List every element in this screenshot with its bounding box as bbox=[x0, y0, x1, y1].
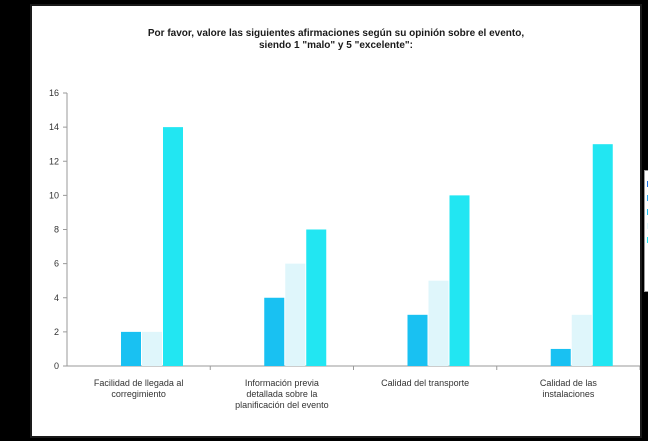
y-tick-label: 16 bbox=[49, 88, 59, 98]
chart-frame: Por favor, valore las siguientes afirmac… bbox=[30, 4, 648, 438]
bar bbox=[428, 280, 449, 366]
bar bbox=[407, 314, 428, 366]
y-tick-label: 14 bbox=[49, 122, 59, 132]
bar bbox=[550, 348, 571, 366]
y-tick-label: 8 bbox=[54, 225, 59, 235]
x-tick-label: Calidad de las bbox=[540, 378, 598, 388]
bar bbox=[142, 331, 162, 366]
bar bbox=[121, 331, 141, 366]
y-tick-label: 4 bbox=[54, 293, 59, 303]
y-tick-label: 12 bbox=[49, 156, 59, 166]
x-tick-label: planificación del evento bbox=[235, 400, 329, 410]
y-tick-label: 0 bbox=[54, 361, 59, 371]
y-tick-label: 6 bbox=[54, 259, 59, 269]
x-tick-label: instalaciones bbox=[542, 389, 595, 399]
chart-title-line-1: Por favor, valore las siguientes afirmac… bbox=[147, 28, 525, 39]
bar bbox=[571, 314, 592, 366]
y-tick-label: 2 bbox=[54, 327, 59, 337]
bar bbox=[163, 127, 183, 366]
x-tick-label: Calidad del transporte bbox=[381, 378, 469, 388]
y-tick-label: 10 bbox=[49, 190, 59, 200]
bar bbox=[592, 144, 613, 366]
x-tick-label: corregimiento bbox=[111, 389, 166, 399]
bar-chart: 0 2 4 6 8 10 12 14 16 Facilidad de llegada alcorr… bbox=[49, 88, 640, 410]
bar bbox=[264, 297, 285, 366]
bar bbox=[449, 195, 470, 366]
bar bbox=[306, 229, 327, 366]
legend bbox=[644, 170, 648, 292]
bar bbox=[285, 263, 306, 366]
chart-subtitle: siendo 1 "malo" y 5 "excelente": bbox=[258, 40, 414, 51]
x-tick-label: Información previa bbox=[245, 378, 319, 388]
chart-title: Por favor, valore las siguientes afirmac… bbox=[32, 28, 640, 52]
x-tick-label: detallada sobre la bbox=[246, 389, 317, 399]
x-tick-label: Facilidad de llegada al bbox=[94, 378, 184, 388]
